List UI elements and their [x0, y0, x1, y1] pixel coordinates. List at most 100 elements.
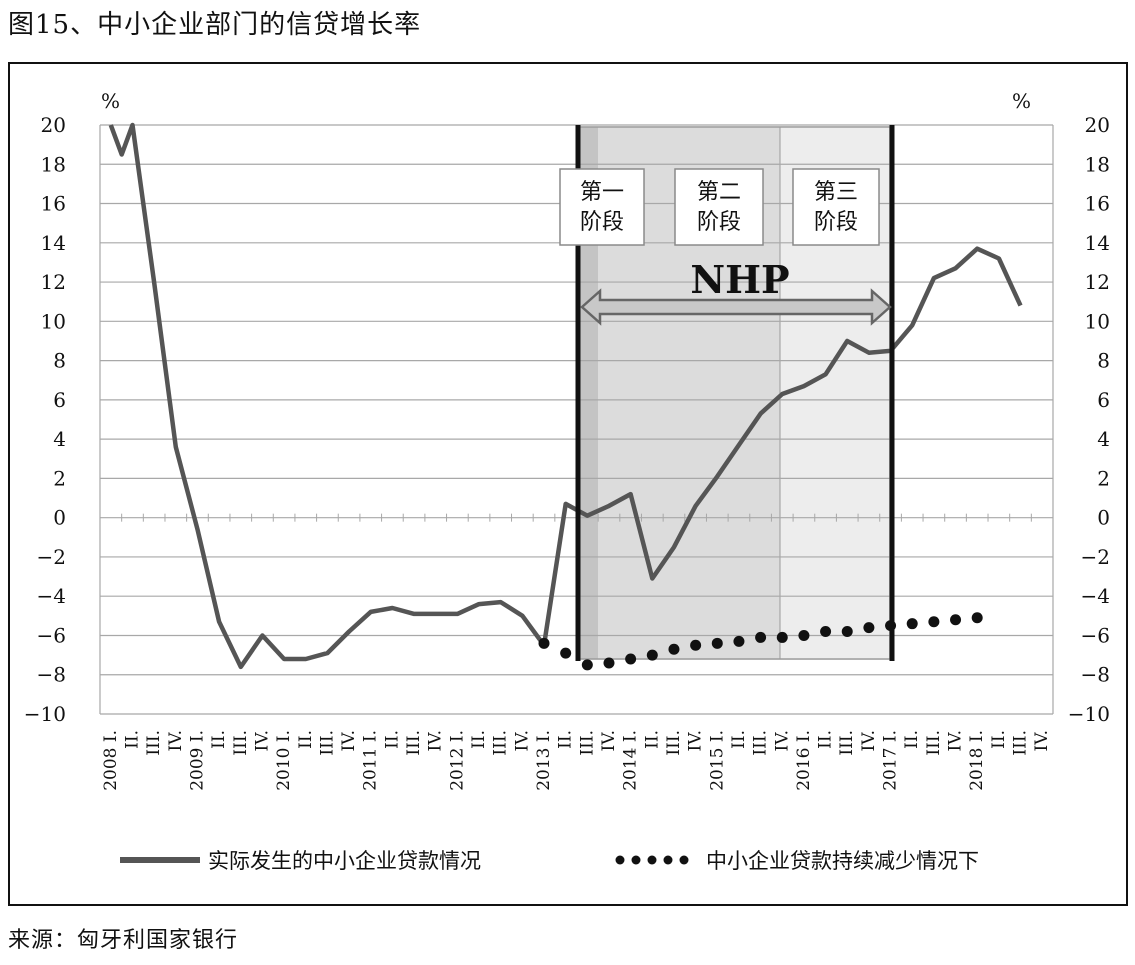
- series-point-counterfactual: [560, 647, 572, 659]
- stage-label-line2: 阶段: [697, 210, 741, 235]
- x-tick-label: 2011 I.: [361, 730, 381, 791]
- legend-swatch-counterfactual: [647, 855, 657, 865]
- nhp-double-arrow: [580, 288, 892, 326]
- series-point-counterfactual: [863, 622, 875, 634]
- x-tick-label: 2015 I.: [707, 730, 727, 791]
- y-tick-label-right: −2: [1081, 545, 1110, 569]
- x-tick-label: II.: [296, 730, 316, 749]
- y-tick-label-right: −10: [1068, 702, 1110, 726]
- series-point-counterfactual: [928, 616, 940, 628]
- x-tick-label: IV.: [859, 730, 879, 751]
- series-point-counterfactual: [711, 637, 723, 649]
- y-tick-label-right: 2: [1097, 466, 1110, 490]
- y-tick-label-right: −8: [1081, 663, 1110, 687]
- x-tick-label: III.: [317, 730, 337, 756]
- x-tick-label: II.: [209, 730, 229, 749]
- y-unit-left: %: [101, 89, 120, 113]
- x-tick-label: IV.: [512, 730, 532, 751]
- x-tick-label: IV.: [946, 730, 966, 751]
- series-point-counterfactual: [538, 637, 550, 649]
- y-tick-label-left: 8: [53, 349, 66, 373]
- y-unit-right: %: [1012, 89, 1031, 113]
- legend-swatch-counterfactual: [631, 855, 641, 865]
- stage-label-box: [674, 168, 764, 246]
- x-tick-label: III.: [751, 730, 771, 756]
- y-tick-label-left: −10: [24, 702, 66, 726]
- x-tick-label: IV.: [1032, 730, 1052, 751]
- y-tick-label-left: 20: [41, 113, 66, 137]
- x-tick-label: IV.: [166, 730, 186, 751]
- y-tick-label-right: 0: [1097, 506, 1110, 530]
- legend-swatch-counterfactual: [663, 855, 673, 865]
- series-point-counterfactual: [950, 614, 962, 626]
- y-tick-label-right: 12: [1085, 270, 1110, 294]
- x-tick-label: 2010 I.: [274, 730, 294, 791]
- x-tick-label: IV.: [772, 730, 792, 751]
- x-tick-label: III.: [404, 730, 424, 756]
- y-tick-label-left: 2: [53, 466, 66, 490]
- x-tick-label: III.: [1011, 730, 1031, 756]
- series-point-counterfactual: [581, 659, 593, 671]
- x-tick-label: II.: [816, 730, 836, 749]
- y-tick-label-left: 14: [41, 231, 66, 255]
- x-tick-label: 2009 I.: [187, 730, 207, 791]
- series-point-counterfactual: [841, 626, 853, 638]
- source-note: 来源：匈牙利国家银行: [8, 928, 239, 953]
- legend-label-actual: 实际发生的中小企业贷款情况: [208, 849, 481, 873]
- y-tick-label-left: −6: [37, 623, 66, 647]
- series-point-counterfactual: [798, 629, 810, 641]
- y-tick-label-left: 6: [53, 388, 66, 412]
- legend-swatch-counterfactual: [679, 855, 689, 865]
- series-point-counterfactual: [906, 618, 918, 630]
- x-tick-label: II.: [469, 730, 489, 749]
- x-tick-label: III.: [664, 730, 684, 756]
- stage-label-line2: 阶段: [580, 210, 624, 235]
- x-tick-label: IV.: [339, 730, 359, 751]
- x-tick-label: IV.: [252, 730, 272, 751]
- x-tick-label: 2008 I.: [101, 730, 121, 791]
- y-tick-label-left: 10: [41, 309, 66, 333]
- x-tick-label: III.: [491, 730, 511, 756]
- series-point-counterfactual: [820, 626, 832, 638]
- y-tick-label-right: 16: [1085, 192, 1110, 216]
- stage-label-line1: 第三: [814, 180, 858, 205]
- y-tick-label-left: 12: [41, 270, 66, 294]
- y-tick-label-left: 16: [41, 192, 66, 216]
- series-point-counterfactual: [603, 657, 615, 669]
- x-tick-label: III.: [924, 730, 944, 756]
- y-tick-label-left: 4: [53, 427, 66, 451]
- stage-label-line2: 阶段: [814, 210, 858, 235]
- x-tick-label: II.: [556, 730, 576, 749]
- series-point-counterfactual: [668, 643, 680, 655]
- x-tick-label: III.: [231, 730, 251, 756]
- x-tick-label: II.: [989, 730, 1009, 749]
- y-tick-label-right: 4: [1097, 427, 1110, 451]
- legend-label-counterfactual: 中小企业贷款持续减少情况下: [706, 849, 979, 873]
- x-tick-label: 2014 I.: [621, 730, 641, 791]
- series-point-counterfactual: [690, 639, 702, 651]
- stage-label-line1: 第二: [697, 180, 741, 205]
- x-tick-label: II.: [902, 730, 922, 749]
- stage-label-box: [792, 168, 880, 246]
- chart-frame: [8, 62, 1128, 906]
- y-tick-label-right: −6: [1081, 623, 1110, 647]
- x-tick-label: IV.: [686, 730, 706, 751]
- stage-1-shading: [578, 126, 598, 660]
- x-tick-label: II.: [382, 730, 402, 749]
- x-tick-label: 2018 I.: [967, 730, 987, 791]
- y-tick-label-left: 18: [41, 152, 66, 176]
- stage-label-box: [559, 168, 645, 246]
- x-tick-label: 2012 I.: [447, 730, 467, 791]
- x-tick-label: III.: [577, 730, 597, 756]
- y-tick-label-right: 18: [1085, 152, 1110, 176]
- y-tick-label-left: −4: [37, 584, 66, 608]
- x-tick-label: IV.: [599, 730, 619, 751]
- y-tick-label-left: 0: [53, 506, 66, 530]
- series-point-counterfactual: [776, 631, 788, 643]
- x-tick-label: II.: [729, 730, 749, 749]
- x-tick-label: 2016 I.: [794, 730, 814, 791]
- x-tick-label: 2013 I.: [534, 730, 554, 791]
- y-tick-label-right: 20: [1085, 113, 1110, 137]
- series-point-counterfactual: [646, 649, 658, 661]
